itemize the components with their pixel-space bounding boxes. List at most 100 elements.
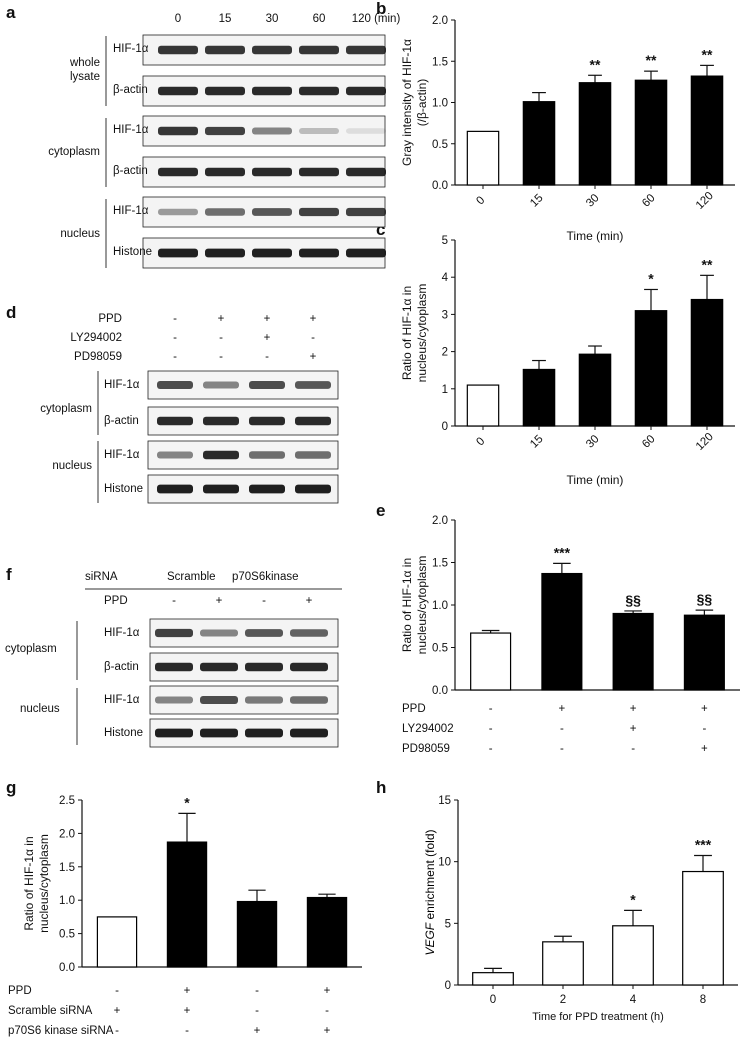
y-tick-label: 3	[442, 309, 448, 321]
treatment-label: LY294002	[70, 332, 122, 344]
treatment-sign: -	[115, 985, 119, 997]
x-tick-label: 0	[474, 194, 487, 207]
x-tick-label: 30	[584, 192, 602, 210]
significance-label: §§	[697, 591, 713, 607]
blot-row-label: HIF-1α	[113, 124, 149, 136]
y-tick-label: 10	[438, 857, 451, 869]
y-tick-label: 1.0	[59, 895, 75, 907]
blot-f-row-band	[245, 629, 283, 637]
chart-b: 0.0 0.5 1.0 1.5 2.0 0 15 ** 30 ** 60 ** 120 Time (min…	[400, 15, 735, 243]
treatment-sign: +	[254, 1025, 261, 1037]
blot-f-row-band	[155, 662, 193, 672]
blot-d: PPD - + + + LY294002 - - + - PD98059 - - - + HIF-1α β-ac…	[40, 313, 339, 504]
blot-row-label: β-actin	[104, 415, 139, 427]
treatment-sign: +	[264, 313, 271, 325]
x-axis-label: Time (min)	[567, 229, 624, 243]
blot-f-row-band	[155, 628, 193, 638]
bar	[306, 896, 348, 968]
blot-d-row-band	[295, 381, 331, 389]
group-label: nucleus	[52, 460, 92, 472]
chart-h: 0 5 10 15 0 2 * 4 *** 8 Time for PPD treatment (h)…	[423, 795, 738, 1023]
bar	[578, 353, 612, 427]
treatment-sign: -	[489, 703, 493, 715]
y-axis-label: Ratio of HIF-1α in	[22, 836, 36, 930]
y-axis-label-gene: VEGF	[423, 922, 437, 955]
panel-letter-c: c	[376, 220, 385, 239]
treatment-label: PPD	[8, 985, 32, 997]
group-label: whole	[69, 57, 100, 69]
significance-label: *	[184, 794, 190, 810]
treatment-sign: -	[219, 332, 223, 344]
x-tick-label: 15	[528, 192, 546, 210]
x-tick-label: 60	[640, 192, 658, 210]
blot-f-row-band	[245, 662, 283, 672]
treatment-sign: +	[306, 595, 313, 607]
blot-a-row-band	[205, 126, 245, 136]
blot-f-row-band	[245, 696, 283, 704]
y-axis-label: Gray intensity of HIF-1α	[400, 39, 414, 166]
significance-label: **	[702, 256, 713, 272]
panel-letter-h: h	[376, 778, 386, 797]
blot-row-label: β-actin	[104, 661, 139, 673]
treatment-sign: +	[559, 703, 566, 715]
sirna-label: siRNA	[85, 571, 118, 583]
treatment-sign: +	[324, 1025, 331, 1037]
treatment-sign: -	[219, 351, 223, 363]
chart-e: 0.0 0.5 1.0 1.5 2.0 *** §§ §§ Ratio of HIF-1α in…	[400, 515, 740, 755]
bar	[578, 82, 612, 186]
blot-d-row-band	[203, 416, 239, 426]
x-tick-label: 0	[490, 994, 496, 1006]
treatment-sign: +	[324, 985, 331, 997]
blot-d-row-band	[203, 484, 239, 494]
bar	[690, 298, 724, 427]
blot-row-label: HIF-1α	[104, 694, 140, 706]
treatment-sign: +	[701, 743, 708, 755]
blot-f-row-band	[200, 696, 238, 704]
bar	[634, 310, 668, 427]
blot-f-row-band	[200, 728, 238, 738]
bar	[542, 941, 584, 986]
blot-f-row-band	[290, 662, 328, 672]
group-label: cytoplasm	[40, 403, 92, 415]
y-axis-label: nucleus/cytoplasm	[415, 556, 429, 655]
y-tick-label: 1.0	[432, 600, 448, 612]
treatment-sign: -	[173, 351, 177, 363]
sirna-group: Scramble	[167, 571, 216, 583]
blot-f-row-band	[200, 629, 238, 637]
blot-d-row-band	[157, 451, 193, 459]
treatment-sign: +	[218, 313, 225, 325]
blot-a-row-band	[346, 207, 386, 217]
blot-a-row-band	[205, 208, 245, 216]
blot-a-row-band	[252, 45, 292, 55]
treatment-sign: +	[264, 332, 271, 344]
treatment-sign: -	[325, 1005, 329, 1017]
bar	[612, 925, 654, 986]
bar	[236, 900, 278, 968]
panel-letter-g: g	[6, 778, 16, 797]
blot-d-row-band	[249, 381, 285, 389]
treatment-label: p70S6 kinase siRNA	[8, 1025, 114, 1037]
y-tick-label: 5	[442, 235, 448, 247]
blot-a-row-band	[252, 167, 292, 177]
bar	[612, 612, 654, 691]
treatment-label: PPD	[402, 703, 426, 715]
blot-f-row-band	[290, 629, 328, 637]
blot-d-row-band	[249, 416, 285, 426]
x-tick-label: 120	[694, 190, 716, 212]
treatment-sign: +	[310, 351, 317, 363]
blot-a-row-band	[158, 86, 198, 96]
blot-row-label: Histone	[104, 483, 143, 495]
blot-d-row-band	[203, 450, 239, 460]
blot-a-row-band	[299, 45, 339, 55]
blot-f: siRNA Scramble p70S6kinase PPD - + - + HIF-1α β-a…	[5, 571, 342, 748]
significance-label: ***	[554, 544, 571, 560]
y-axis-label: Ratio of HIF-1α in	[400, 286, 414, 380]
blot-a-row-band	[299, 207, 339, 217]
blot-a-row-band	[346, 167, 386, 177]
blot-a-row-band	[252, 248, 292, 258]
x-tick-label: 120	[694, 431, 716, 453]
significance-label: *	[648, 270, 654, 286]
y-axis-label-unit: enrichment (fold)	[423, 829, 437, 922]
treatment-sign: -	[560, 723, 564, 735]
y-tick-label: 0	[442, 421, 448, 433]
